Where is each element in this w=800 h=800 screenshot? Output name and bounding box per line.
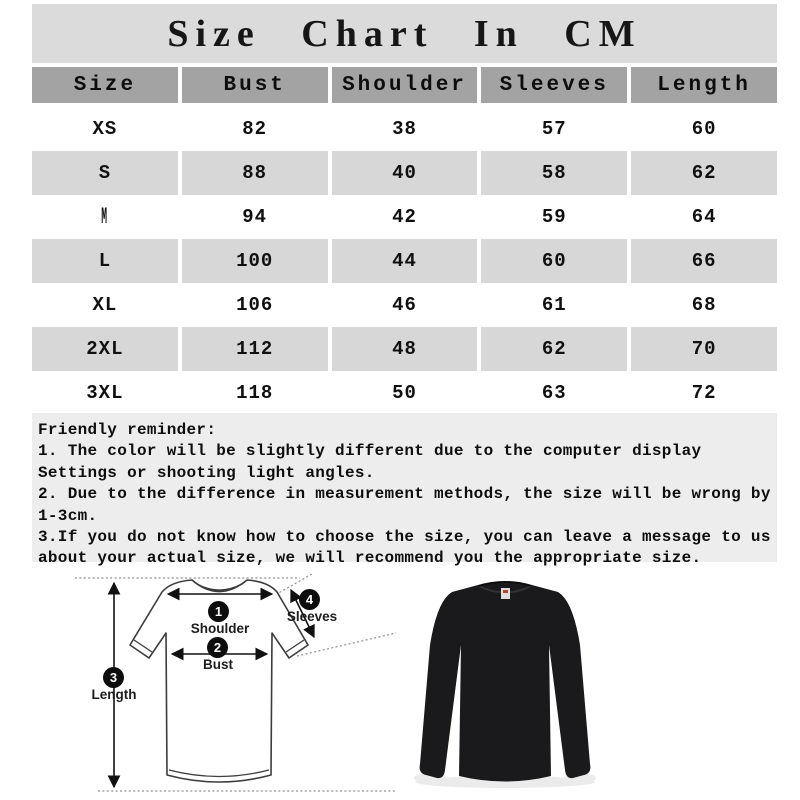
size-value: XS <box>92 118 118 140</box>
shoulder-value: 46 <box>392 294 417 316</box>
shoulder-value: 38 <box>392 118 417 140</box>
bust-value: 112 <box>236 338 274 360</box>
measure-label-sleeves: Sleeves <box>286 609 338 624</box>
bust-value: 82 <box>242 118 268 140</box>
size-value: XL <box>92 294 118 316</box>
length-value: 60 <box>691 118 717 140</box>
measure-point-sleeves: 4 <box>299 589 320 610</box>
length-value: 70 <box>691 338 717 360</box>
reminder-line: 3.If you do not know how to choose the s… <box>38 528 771 547</box>
measure-label-shoulder: Shoulder <box>190 621 250 636</box>
table-row-2xl: 2XL 112 48 62 70 <box>32 327 777 371</box>
bust-value: 100 <box>236 250 274 272</box>
sleeves-value: 59 <box>541 206 567 228</box>
measure-label-length: Length <box>91 687 137 702</box>
length-value: 62 <box>691 162 717 184</box>
size-value: 2XL <box>86 338 124 360</box>
reminder-line: Settings or shooting light angles. <box>38 463 375 482</box>
bust-value: 106 <box>236 294 274 316</box>
length-value: 66 <box>691 250 717 272</box>
table-row-xs: XS 82 38 57 60 <box>32 107 777 151</box>
measure-label-bust: Bust <box>203 657 233 672</box>
column-header-length: Length <box>631 67 777 103</box>
measure-point-bust: 2 <box>207 637 228 658</box>
measure-point-length: 3 <box>103 667 124 688</box>
shoulder-value: 40 <box>392 162 417 184</box>
sleeves-value: 58 <box>541 162 567 184</box>
bust-value: 88 <box>242 162 268 184</box>
page-title: Size Chart In CM <box>167 12 642 55</box>
reminder-heading: Friendly reminder: <box>38 421 217 439</box>
shoulder-value: 50 <box>392 382 417 404</box>
size-table: XS 82 38 57 60 S 88 40 58 62 M 94 42 59 … <box>32 107 777 415</box>
sleeves-value: 57 <box>541 118 567 140</box>
black-shirt-image <box>414 581 596 788</box>
bust-value: 118 <box>236 382 274 404</box>
sleeves-value: 62 <box>541 338 567 360</box>
reminder-line: about your actual size, we will recommen… <box>38 549 702 568</box>
column-header-sleeves: Sleeves <box>481 67 628 103</box>
column-header-size: Size <box>32 67 178 103</box>
size-value: S <box>98 162 112 184</box>
bust-value: 94 <box>242 206 268 228</box>
table-row-s: S 88 40 58 62 <box>32 151 777 195</box>
length-value: 72 <box>691 382 717 404</box>
length-value: 64 <box>691 206 717 228</box>
reminder-line: 1-3cm. <box>38 506 98 525</box>
table-row-3xl: 3XL 118 50 63 72 <box>32 371 777 415</box>
size-value: M <box>101 204 109 230</box>
sleeves-value: 63 <box>541 382 567 404</box>
table-row-l: L 100 44 60 66 <box>32 239 777 283</box>
column-header-shoulder: Shoulder <box>331 67 478 103</box>
measure-point-shoulder: 1 <box>208 601 229 622</box>
shoulder-value: 44 <box>392 250 417 272</box>
sleeves-value: 61 <box>541 294 567 316</box>
length-value: 68 <box>691 294 717 316</box>
size-value: L <box>98 250 112 272</box>
sleeves-value: 60 <box>541 250 567 272</box>
column-header-bust: Bust <box>181 67 328 103</box>
reminder-line: 1. The color will be slightly different … <box>38 442 702 461</box>
table-row-m: M 94 42 59 64 <box>32 195 777 239</box>
shoulder-value: 48 <box>392 338 417 360</box>
measurement-diagram <box>75 573 596 792</box>
title-band: Size Chart In CM <box>32 4 777 63</box>
reminder-panel: Friendly reminder: 1. The color will be … <box>32 413 777 567</box>
table-row-xl: XL 106 46 61 68 <box>32 283 777 327</box>
measurement-guides <box>75 573 397 792</box>
reminder-line: 2. Due to the difference in measurement … <box>38 485 771 504</box>
neck-label <box>501 588 510 599</box>
table-header-row: Size Bust Shoulder Sleeves Length <box>32 67 777 103</box>
shoulder-value: 42 <box>392 206 417 228</box>
size-value: 3XL <box>86 382 124 404</box>
